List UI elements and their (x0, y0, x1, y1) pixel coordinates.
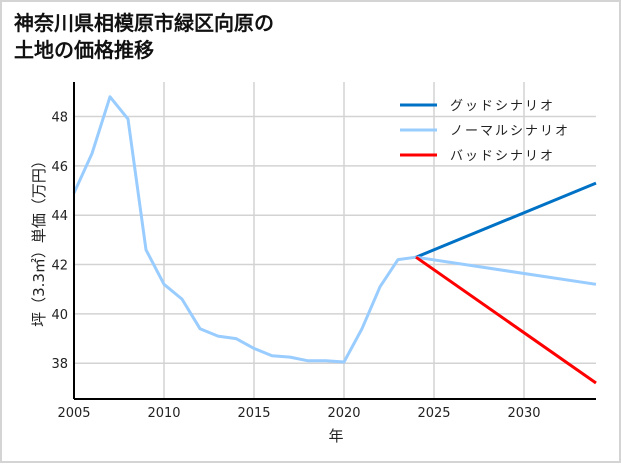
y-axis-label: 坪（3.3㎡）単価（万円） (30, 153, 48, 327)
chart-title-line1: 神奈川県相模原市緑区向原の (14, 11, 274, 35)
series-lines (72, 95, 597, 385)
frame-top-border (0, 0, 621, 2)
grid-lines (73, 82, 596, 399)
series-line (415, 255, 597, 286)
legend-label: バッドシナリオ (450, 149, 555, 164)
x-tick-label: 2015 (237, 406, 270, 421)
tick-labels: 2005 2010 2015 2020 2025 2030 38 40 42 44 46 48 (51, 111, 540, 421)
x-tick-label: 2030 (507, 406, 540, 421)
x-axis-label: 年 (328, 427, 343, 445)
x-tick-label: 2010 (147, 406, 180, 421)
axes (73, 82, 596, 400)
series-line (72, 95, 417, 364)
legend-label: グッドシナリオ (450, 99, 555, 114)
chart-title: 神奈川県相模原市緑区向原の 土地の価格推移 (14, 10, 274, 64)
y-tick-label: 40 (51, 308, 68, 323)
series-line (415, 255, 597, 385)
x-tick-label: 2025 (417, 406, 450, 421)
x-tick-label: 2020 (327, 406, 360, 421)
series-line (415, 181, 597, 259)
chart-title-line2: 土地の価格推移 (14, 38, 154, 62)
y-tick-label: 42 (51, 259, 68, 274)
x-tick-label: 2005 (57, 406, 90, 421)
y-tick-label: 44 (51, 209, 68, 224)
y-tick-label: 48 (51, 111, 68, 126)
legend-label: ノーマルシナリオ (450, 124, 570, 139)
y-tick-label: 38 (51, 357, 68, 372)
y-tick-label: 46 (51, 160, 68, 175)
